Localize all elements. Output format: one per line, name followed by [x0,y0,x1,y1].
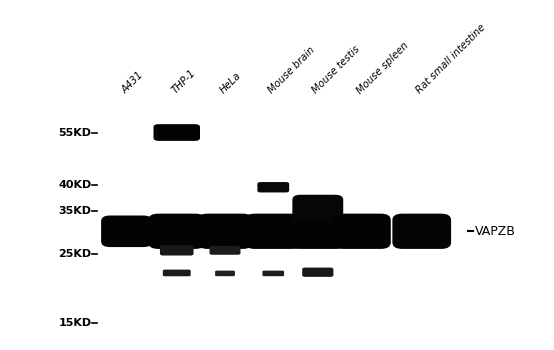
Text: 35KD: 35KD [58,206,91,216]
Text: Rat small intestine: Rat small intestine [414,22,488,96]
FancyBboxPatch shape [160,245,193,255]
Text: HeLa: HeLa [218,71,243,96]
FancyBboxPatch shape [163,270,191,276]
Text: Mouse testis: Mouse testis [311,44,362,96]
FancyBboxPatch shape [263,271,284,276]
FancyBboxPatch shape [101,216,152,247]
FancyBboxPatch shape [198,214,253,249]
FancyBboxPatch shape [245,214,302,249]
FancyBboxPatch shape [334,214,391,249]
Text: A431: A431 [120,70,145,96]
Text: 25KD: 25KD [58,249,91,259]
Text: 40KD: 40KD [58,180,91,190]
Text: Mouse brain: Mouse brain [266,45,317,96]
Text: THP-1: THP-1 [170,68,197,96]
FancyBboxPatch shape [392,214,451,249]
Text: Mouse spleen: Mouse spleen [355,40,411,96]
FancyBboxPatch shape [289,214,346,249]
Text: 15KD: 15KD [58,318,91,328]
FancyBboxPatch shape [153,124,200,141]
FancyBboxPatch shape [293,195,343,223]
FancyBboxPatch shape [302,267,334,277]
FancyBboxPatch shape [209,246,240,255]
Text: 55KD: 55KD [58,127,91,138]
FancyBboxPatch shape [215,271,235,276]
Text: VAPZB: VAPZB [475,225,516,238]
FancyBboxPatch shape [148,214,205,249]
FancyBboxPatch shape [258,182,289,192]
